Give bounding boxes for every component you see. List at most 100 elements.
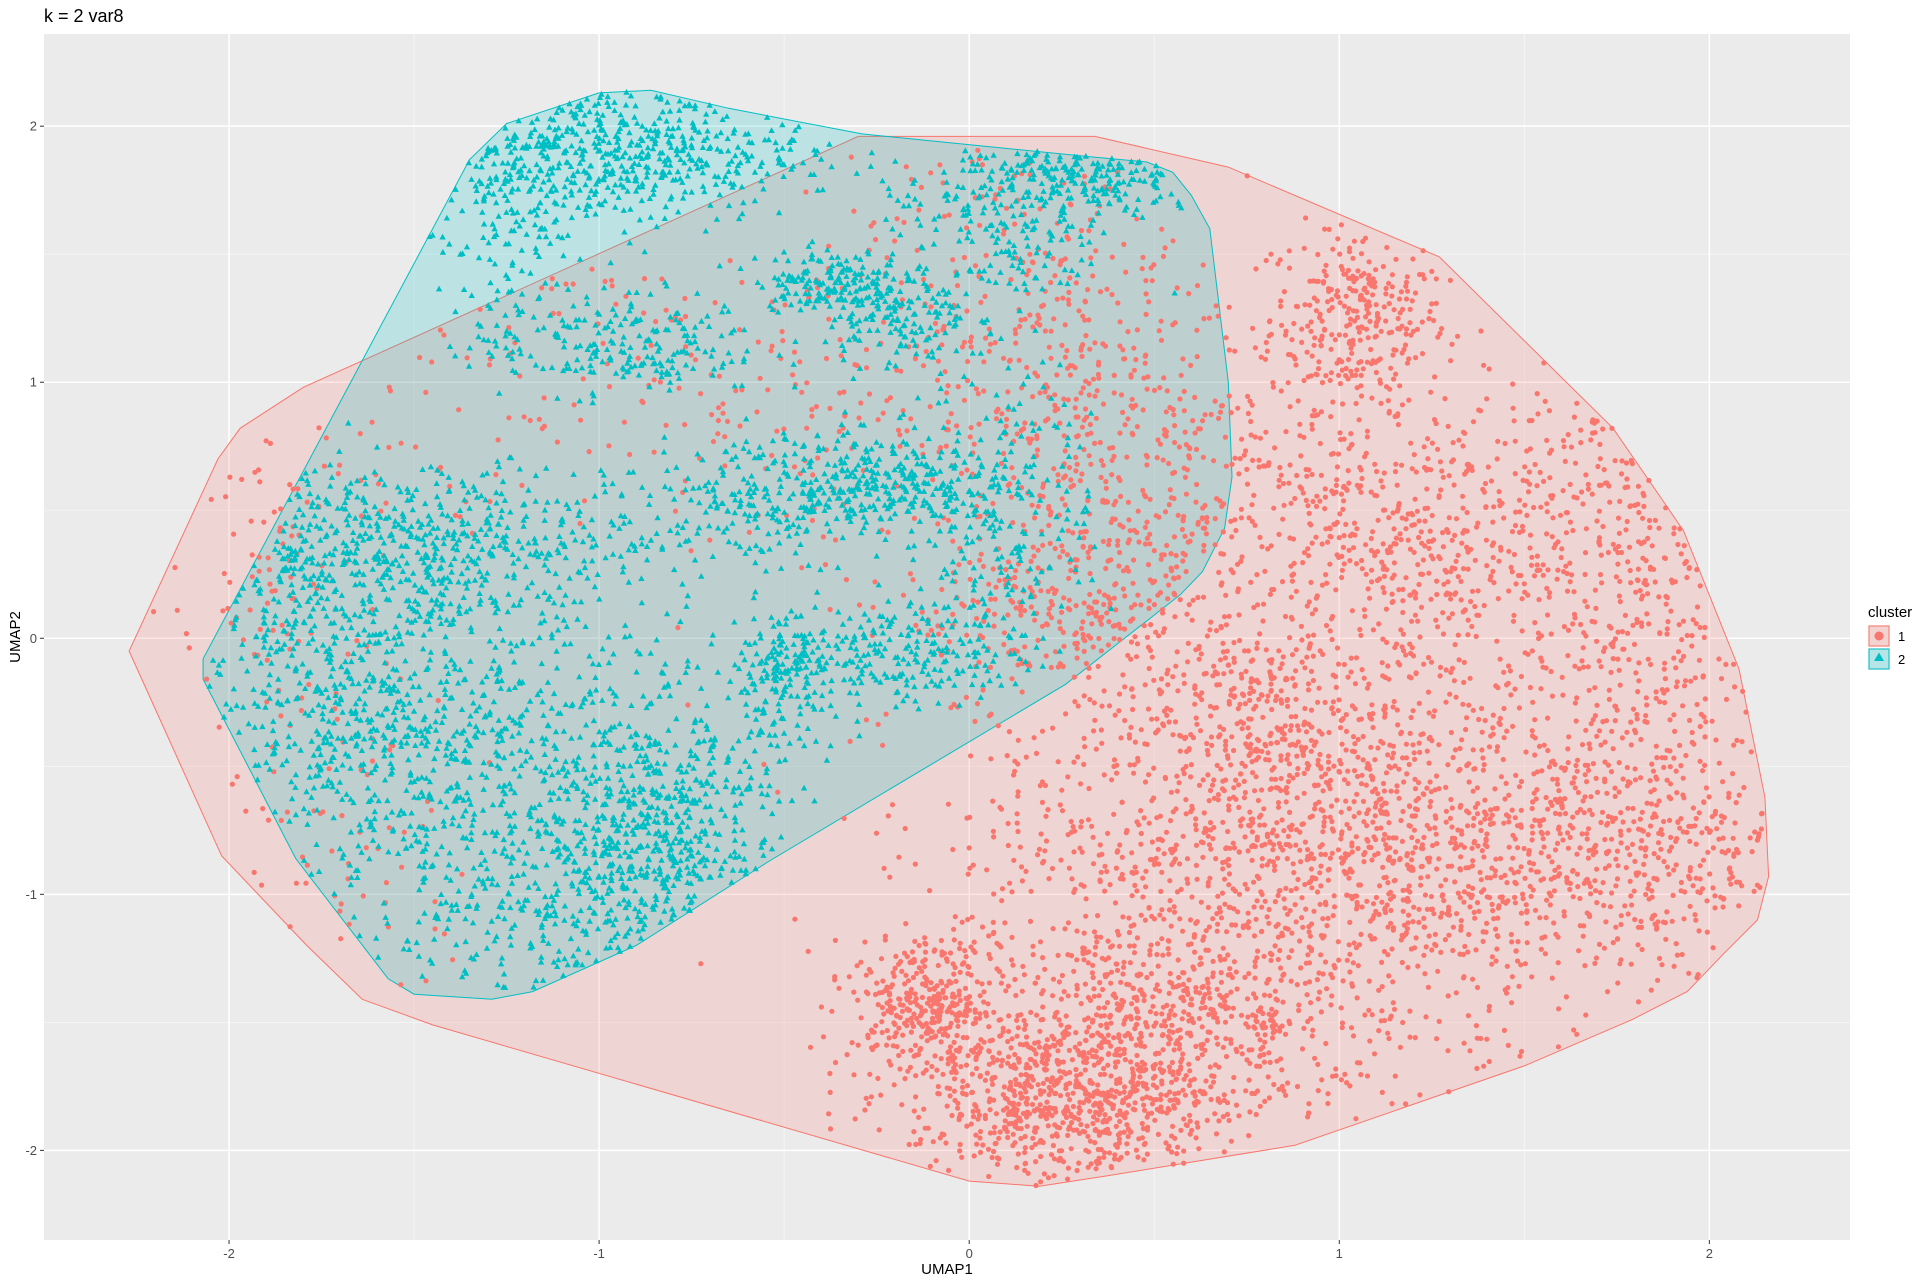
point-cluster-1 — [1080, 631, 1086, 637]
point-cluster-1 — [1093, 1166, 1099, 1172]
point-cluster-1 — [1343, 728, 1350, 735]
point-cluster-1 — [1143, 868, 1149, 874]
point-cluster-1 — [1344, 323, 1350, 329]
point-cluster-1 — [1461, 844, 1467, 850]
point-cluster-1 — [1381, 589, 1387, 596]
point-cluster-1 — [1305, 323, 1311, 329]
point-cluster-1 — [959, 1084, 966, 1090]
point-cluster-1 — [1479, 848, 1485, 854]
point-cluster-1 — [977, 1128, 984, 1135]
point-cluster-1 — [1587, 807, 1593, 813]
point-cluster-1 — [1648, 801, 1655, 807]
point-cluster-1 — [1093, 1012, 1100, 1018]
point-cluster-1 — [1180, 1087, 1186, 1093]
point-cluster-1 — [1036, 846, 1042, 852]
point-cluster-1 — [1241, 648, 1248, 654]
point-cluster-1 — [1245, 725, 1251, 731]
point-cluster-1 — [1263, 257, 1269, 264]
point-cluster-1 — [820, 1034, 827, 1040]
point-cluster-1 — [1421, 791, 1427, 798]
point-cluster-1 — [1330, 613, 1336, 620]
point-cluster-1 — [1489, 954, 1495, 960]
point-cluster-1 — [1125, 1133, 1131, 1140]
point-cluster-1 — [1544, 531, 1550, 537]
point-cluster-1 — [1274, 833, 1280, 839]
point-cluster-1 — [1085, 498, 1091, 504]
point-cluster-1 — [999, 898, 1005, 904]
point-cluster-1 — [999, 1058, 1005, 1064]
point-cluster-1 — [875, 1002, 881, 1008]
point-cluster-1 — [1233, 1102, 1240, 1108]
point-cluster-1 — [976, 1112, 983, 1118]
point-cluster-1 — [1091, 728, 1097, 734]
point-cluster-1 — [1351, 238, 1357, 244]
point-cluster-1 — [863, 972, 869, 978]
point-cluster-1 — [1219, 580, 1225, 586]
point-cluster-1 — [1403, 526, 1409, 532]
point-cluster-1 — [1410, 328, 1416, 334]
point-cluster-1 — [1318, 472, 1324, 478]
point-cluster-1 — [1322, 771, 1329, 777]
point-cluster-1 — [1518, 1048, 1525, 1055]
point-cluster-1 — [1560, 837, 1566, 843]
point-cluster-1 — [995, 723, 1001, 729]
point-cluster-1 — [927, 888, 933, 894]
point-cluster-1 — [1135, 508, 1141, 514]
point-cluster-1 — [1471, 815, 1477, 821]
point-cluster-1 — [1358, 251, 1365, 257]
point-cluster-1 — [1552, 847, 1559, 853]
point-cluster-1 — [986, 1173, 992, 1180]
point-cluster-1 — [1141, 815, 1147, 821]
point-cluster-1 — [1406, 866, 1412, 872]
point-cluster-1 — [1101, 1005, 1108, 1011]
point-cluster-1 — [1147, 1009, 1153, 1015]
point-cluster-1 — [1485, 464, 1491, 470]
point-cluster-1 — [1370, 529, 1376, 535]
point-cluster-1 — [1421, 952, 1427, 958]
point-cluster-1 — [1544, 509, 1550, 515]
point-cluster-1 — [916, 965, 922, 971]
point-cluster-1 — [1141, 492, 1147, 498]
point-cluster-1 — [1105, 558, 1111, 564]
point-cluster-1 — [1544, 501, 1550, 507]
point-cluster-1 — [1264, 862, 1270, 868]
point-cluster-1 — [935, 1083, 941, 1090]
point-cluster-1 — [1035, 974, 1041, 981]
point-cluster-1 — [1565, 830, 1571, 836]
point-cluster-1 — [1159, 607, 1165, 613]
point-cluster-1 — [1134, 1062, 1140, 1068]
point-cluster-1 — [1328, 286, 1334, 293]
point-cluster-1 — [1286, 248, 1292, 254]
point-cluster-1 — [1190, 597, 1196, 603]
point-cluster-1 — [1183, 491, 1189, 497]
point-cluster-1 — [1102, 1112, 1108, 1118]
point-cluster-1 — [1333, 292, 1339, 298]
point-cluster-1 — [1472, 766, 1478, 772]
point-cluster-1 — [1313, 739, 1319, 745]
point-cluster-1 — [1119, 799, 1125, 805]
point-cluster-1 — [1366, 844, 1372, 850]
point-cluster-1 — [1245, 744, 1251, 750]
point-cluster-1 — [1117, 625, 1123, 631]
point-cluster-1 — [931, 986, 938, 992]
point-cluster-1 — [1479, 729, 1485, 735]
point-cluster-1 — [1489, 901, 1495, 908]
point-cluster-1 — [1035, 637, 1041, 643]
point-cluster-1 — [1265, 693, 1271, 699]
point-cluster-1 — [1281, 896, 1287, 902]
point-cluster-1 — [878, 956, 885, 962]
point-cluster-1 — [911, 1108, 917, 1114]
point-cluster-1 — [1089, 970, 1095, 976]
point-cluster-1 — [1395, 422, 1401, 428]
point-cluster-1 — [1309, 1033, 1315, 1039]
point-cluster-1 — [1574, 851, 1580, 857]
point-cluster-1 — [1524, 448, 1530, 454]
point-cluster-1 — [1117, 1052, 1123, 1058]
point-cluster-1 — [1181, 970, 1187, 976]
point-cluster-1 — [1336, 697, 1342, 703]
point-cluster-1 — [1078, 1071, 1084, 1077]
point-cluster-1 — [1015, 1025, 1021, 1031]
point-cluster-1 — [1330, 699, 1336, 705]
point-cluster-1 — [1322, 899, 1329, 905]
point-cluster-1 — [1379, 899, 1385, 905]
